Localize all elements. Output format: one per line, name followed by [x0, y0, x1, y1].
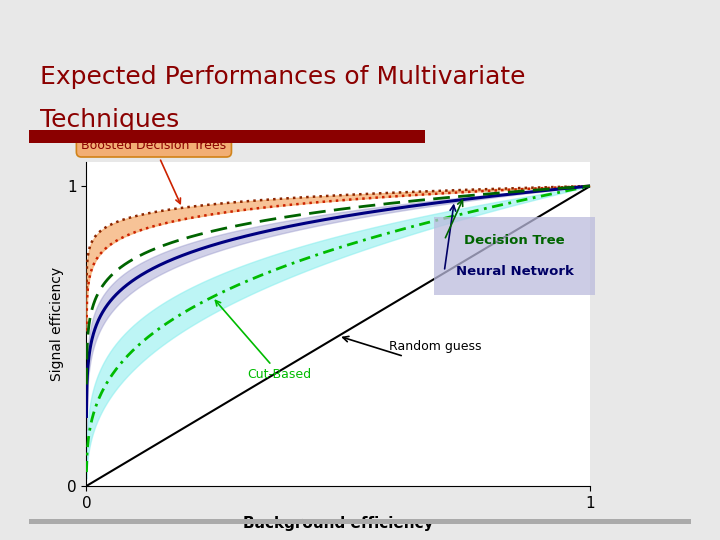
Text: Random guess: Random guess — [389, 340, 481, 353]
Text: Expected Performances of Multivariate: Expected Performances of Multivariate — [40, 65, 525, 89]
Text: Cut-Based: Cut-Based — [215, 301, 312, 381]
Y-axis label: Signal efficiency: Signal efficiency — [50, 267, 64, 381]
Text: Techniques: Techniques — [40, 108, 179, 132]
X-axis label: Background efficiency: Background efficiency — [243, 516, 433, 531]
Text: Boosted Decision Trees: Boosted Decision Trees — [81, 139, 227, 204]
Text: Decision Tree: Decision Tree — [464, 234, 565, 247]
FancyBboxPatch shape — [434, 217, 595, 295]
Text: Neural Network: Neural Network — [456, 265, 574, 278]
